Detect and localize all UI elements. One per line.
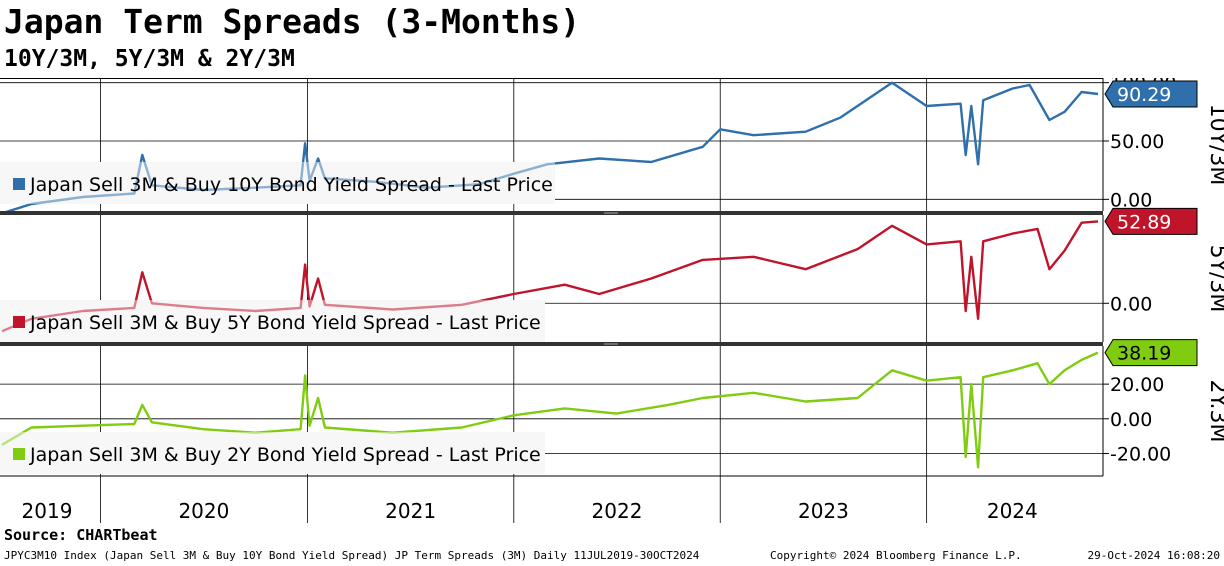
legend-swatch — [13, 316, 25, 328]
last-price-label: 38.19 — [1117, 343, 1171, 365]
legend-label: Japan Sell 3M & Buy 5Y Bond Yield Spread… — [29, 312, 541, 334]
page-subtitle: 10Y/3M, 5Y/3M & 2Y/3M — [4, 46, 295, 72]
legend-label: Japan Sell 3M & Buy 10Y Bond Yield Sprea… — [29, 174, 553, 196]
y-tick-label: 50.00 — [1110, 131, 1164, 153]
y-tick-label: 0.00 — [1110, 189, 1152, 211]
panel-divider — [0, 211, 1103, 215]
legend-overlay — [0, 432, 545, 474]
page-title: Japan Term Spreads (3-Months) — [4, 2, 581, 41]
series-line — [1, 220, 1099, 333]
panel-divider — [0, 342, 1103, 346]
last-price-label: 52.89 — [1117, 211, 1171, 233]
x-tick-label: 2024 — [987, 499, 1038, 523]
series-line — [1, 351, 1099, 469]
last-price-label: 90.29 — [1117, 84, 1171, 106]
last-price-marker — [1104, 80, 1198, 108]
legend-swatch — [13, 178, 25, 190]
legend-label: Japan Sell 3M & Buy 2Y Bond Yield Spread… — [29, 444, 541, 466]
footer-timestamp: 29-Oct-2024 16:08:20 — [1087, 549, 1220, 562]
axis-title: 5Y/3M — [1205, 245, 1224, 313]
x-tick-label: 2023 — [798, 499, 849, 523]
axis-title: 10Y/3M — [1205, 104, 1224, 186]
legend-box — [0, 432, 545, 474]
x-tick-label: 2022 — [592, 499, 643, 523]
chart-area: 2019202020212022202320240.0050.00100.00J… — [0, 78, 1224, 523]
footer-description: JPYC3M10 Index (Japan Sell 3M & Buy 10Y … — [4, 549, 700, 562]
last-price-marker — [1104, 207, 1198, 235]
legend-box — [0, 300, 545, 342]
legend-overlay — [0, 300, 545, 342]
x-tick-label: 2020 — [178, 499, 229, 523]
series-line — [1, 81, 1099, 215]
x-tick-label: 2021 — [385, 499, 436, 523]
last-price-marker — [1104, 339, 1198, 367]
y-tick-label: -20.00 — [1110, 443, 1171, 465]
source-label: Source: CHARTbeat — [4, 526, 158, 544]
axis-title: 2Y.3M — [1205, 380, 1224, 443]
x-tick-label: 2019 — [22, 499, 73, 523]
legend-overlay — [0, 162, 555, 204]
y-tick-label: 0.00 — [1110, 293, 1152, 315]
legend-swatch — [13, 448, 25, 460]
y-tick-label: 0.00 — [1110, 409, 1152, 431]
y-tick-label: 20.00 — [1110, 374, 1164, 396]
footer-copyright: Copyright© 2024 Bloomberg Finance L.P. — [770, 549, 1022, 562]
